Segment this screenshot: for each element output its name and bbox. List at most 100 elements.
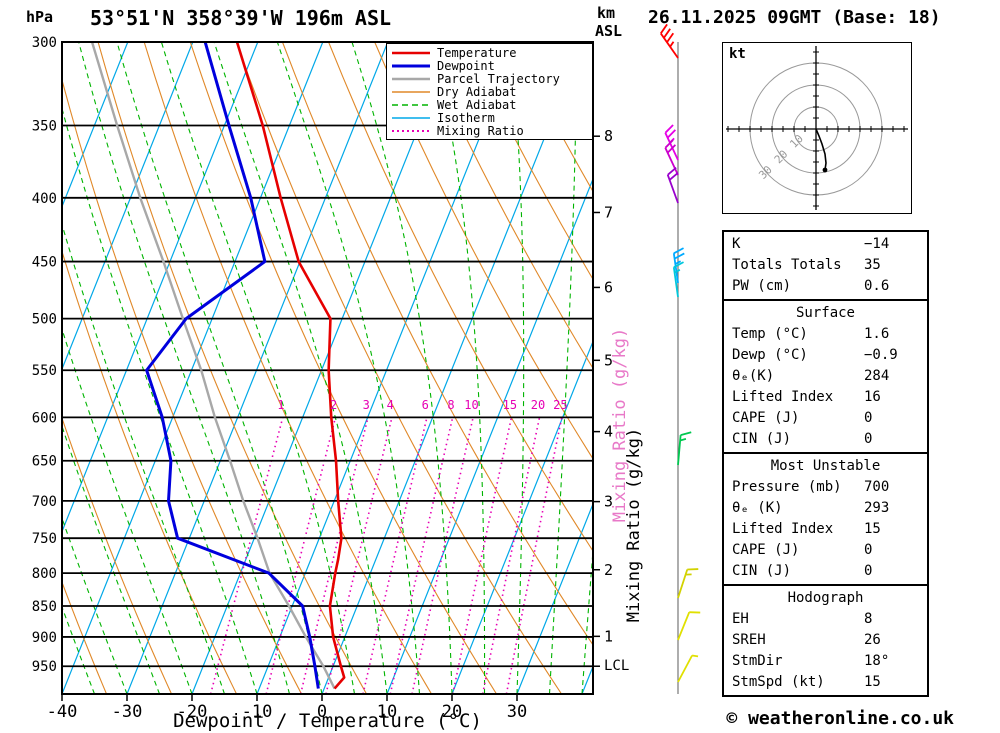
stat-label: Lifted Index <box>732 521 834 537</box>
legend-label: Dry Adiabat <box>437 84 517 99</box>
series-parcel-trajectory <box>90 42 336 690</box>
mixing-ratio-label: 6 <box>422 398 429 412</box>
parcel-trajectory-legend-line <box>392 77 430 80</box>
km-tick-label: 8 <box>604 127 613 145</box>
copyright-link[interactable]: © weatheronline.co.uk <box>726 708 954 729</box>
isotherm-line <box>256 42 519 694</box>
pressure-tick-label: 450 <box>32 255 57 271</box>
wet-adiabat-line <box>62 424 161 694</box>
stat-value: 0.6 <box>864 278 890 294</box>
mixing-ratio-label: 25 <box>553 398 567 412</box>
mixing-ratio-line <box>362 417 428 694</box>
stat-label: CIN (J) <box>732 563 792 579</box>
km-tick-label: 7 <box>604 203 613 221</box>
legend-item: Parcel Trajectory <box>390 71 589 86</box>
datetime-label: 26.11.2025 09GMT (Base: 18) <box>648 7 941 28</box>
wet-adiabat-line <box>351 42 453 694</box>
pressure-tick-label: 950 <box>32 659 57 675</box>
legend-label: Mixing Ratio <box>437 123 524 138</box>
dry-adiabat-line <box>62 580 108 694</box>
stat-row: θₑ(K) 284 <box>724 366 927 387</box>
stat-label: CAPE (J) <box>732 542 800 558</box>
isotherm-legend-line <box>392 116 430 119</box>
isotherm-line <box>62 42 194 371</box>
stat-row: SREH 26 <box>724 630 927 651</box>
temp-tick-label: -10 <box>242 702 273 722</box>
asl-unit-label: ASL <box>595 22 623 40</box>
legend-label: Wet Adiabat <box>437 97 517 112</box>
pressure-tick-label: 300 <box>32 35 57 51</box>
wet-adiabat-line <box>581 543 593 694</box>
stat-row: CAPE (J) 0 <box>724 540 927 561</box>
stat-label: Dewp (°C) <box>732 347 808 363</box>
stat-value: 15 <box>864 521 881 537</box>
temp-tick-label: 30 <box>507 702 527 722</box>
mixing-ratio-line <box>452 417 513 694</box>
stat-label: StmSpd (kt) <box>732 674 825 690</box>
temp-axis: -40 -30 -20 -10 0 10 20 30 <box>47 694 527 722</box>
temp-tick-label: 0 <box>317 702 327 722</box>
km-unit-label: km <box>597 4 616 22</box>
x-axis-label: Dewpoint / Temperature (°C) <box>173 710 482 732</box>
mixing-ratio-labels: 1 2 3 4 6 8 10 15 20 25 <box>277 398 567 412</box>
wind-barb <box>677 568 699 599</box>
pressure-tick-label: 600 <box>32 410 57 426</box>
stat-row: CIN (J) 0 <box>724 561 927 582</box>
stat-row: Lifted Index 15 <box>724 519 927 540</box>
stat-row: θₑ (K) 293 <box>724 498 927 519</box>
stat-value: 700 <box>864 479 890 495</box>
legend-item: Mixing Ratio <box>390 123 589 138</box>
wet-adiabat-line <box>548 42 578 694</box>
mixing-ratio-label: 4 <box>387 398 394 412</box>
stat-value: 26 <box>864 632 881 648</box>
station-title: 53°51'N 358°39'W 196m ASL <box>90 6 392 30</box>
stat-label: θₑ(K) <box>732 368 775 384</box>
dry-adiabat-line <box>466 42 593 281</box>
stat-label: StmDir <box>732 653 783 669</box>
mixing-ratio-label: 20 <box>531 398 545 412</box>
pressure-axis: 300 350 400 450 500 550 600 650 700 750 800 850 900 9… <box>32 35 57 675</box>
wind-barb <box>677 611 701 641</box>
temp-tick-label: 10 <box>377 702 397 722</box>
wet-adiabat-line <box>432 42 486 694</box>
series-dewpoint <box>145 42 320 689</box>
stats-section-surface: Surface Temp (°C) 1.6 Dewp (°C) −0.9 θₑ(K) 284… <box>724 301 927 454</box>
legend-item: Dewpoint <box>390 59 589 73</box>
stat-row: CIN (J) 0 <box>724 429 927 450</box>
stat-value: −14 <box>864 236 890 252</box>
stats-section-indices: K −14 Totals Totals 35 PW (cm) 0.6 <box>724 232 927 301</box>
stat-row: K −14 <box>724 234 927 255</box>
legend-label: Parcel Trajectory <box>437 71 560 86</box>
stat-label: Totals Totals <box>732 257 842 273</box>
km-tick-label: 2 <box>604 561 613 579</box>
mixing-ratio-label: 2 <box>330 398 337 412</box>
isotherm-line <box>62 42 129 209</box>
isotherm-line <box>386 177 593 694</box>
pressure-tick-label: 550 <box>32 363 57 379</box>
stat-row: Dewp (°C) −0.9 <box>724 345 927 366</box>
legend-item: Wet Adiabat <box>390 97 589 112</box>
hodograph-trace-end <box>822 167 828 173</box>
temp-tick-label: -30 <box>112 702 143 722</box>
mixing-ratio-line <box>325 417 393 694</box>
stat-row: Temp (°C) 1.6 <box>724 324 927 345</box>
legend-item: Temperature <box>390 46 589 60</box>
mixing-ratio-axis-label: Mixing Ratio (g/kg) <box>624 427 644 623</box>
series-temperature <box>235 42 346 690</box>
stat-row: Totals Totals 35 <box>724 255 927 276</box>
hodograph-trace <box>815 128 827 171</box>
legend-item: Isotherm <box>390 111 589 125</box>
stat-value: 0 <box>864 431 873 447</box>
pressure-tick-label: 350 <box>32 118 57 134</box>
hodograph-ring-label: 10 <box>787 132 806 151</box>
stat-value: 15 <box>864 674 881 690</box>
plot-border <box>61 41 594 695</box>
stats-section-title: Hodograph <box>787 590 864 606</box>
temp-tick-label: -40 <box>47 702 78 722</box>
stats-table: K −14 Totals Totals 35 PW (cm) 0.6 Surface Temp… <box>722 230 929 697</box>
pressure-unit-label: hPa <box>26 8 54 26</box>
stat-label: Pressure (mb) <box>732 479 842 495</box>
pressure-tick-label: 650 <box>32 454 57 470</box>
dry-adiabat-line <box>62 416 173 694</box>
